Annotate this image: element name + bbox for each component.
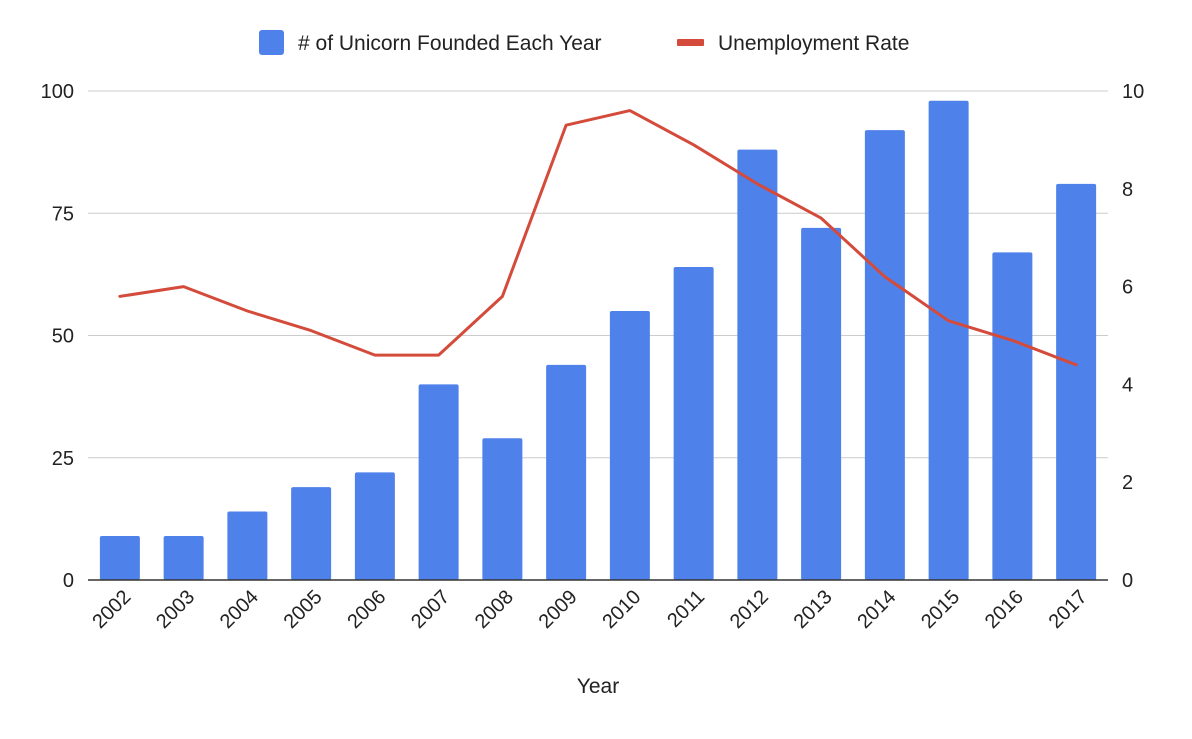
bar (992, 252, 1033, 580)
x-tick-label: 2002 (88, 586, 135, 633)
x-tick-label: 2015 (917, 586, 964, 633)
bar (99, 535, 140, 580)
bar (609, 311, 650, 580)
y-tick-label-right: 10 (1122, 81, 1144, 103)
x-tick-label: 2010 (598, 586, 645, 633)
line-series (118, 109, 1078, 367)
legend-label-line: Unemployment Rate (718, 32, 909, 55)
y-tick-label-right: 4 (1122, 374, 1133, 396)
y-tick-label-left: 100 (41, 81, 74, 103)
bar (737, 149, 778, 580)
y-tick-label-left: 75 (52, 203, 74, 225)
legend: # of Unicorn Founded Each Year Unemployme… (259, 30, 909, 55)
bar (673, 267, 714, 580)
bar (1056, 183, 1097, 580)
y-tick-label-left: 50 (52, 326, 74, 348)
x-axis-title: Year (577, 675, 619, 698)
bar (227, 511, 268, 580)
y-tick-label-left: 25 (52, 448, 74, 470)
x-tick-label: 2014 (853, 586, 900, 633)
bar (418, 384, 459, 580)
x-tick-label: 2017 (1045, 586, 1092, 633)
bar (864, 130, 905, 580)
x-tick-label: 2013 (790, 586, 837, 633)
y-tick-label-right: 6 (1122, 277, 1133, 299)
axes: 0 25 50 75 100 0 2 4 6 8 10 2002 2003 2004 2005 2006 200… (41, 81, 1145, 633)
x-tick-label: 2012 (726, 586, 773, 633)
legend-swatch-bar (259, 30, 284, 55)
x-tick-label: 2005 (280, 586, 327, 633)
bar (291, 487, 332, 580)
unemployment-line (118, 109, 1078, 367)
x-tick-label: 2016 (981, 586, 1028, 633)
x-tick-label: 2011 (663, 586, 709, 632)
bar-series (99, 100, 1097, 581)
bar (354, 472, 395, 580)
x-tick-label: 2009 (535, 586, 582, 633)
legend-label-bar: # of Unicorn Founded Each Year (298, 32, 602, 55)
y-tick-label-left: 0 (63, 570, 74, 592)
x-tick-label: 2006 (343, 586, 390, 633)
y-tick-label-right: 8 (1122, 179, 1133, 201)
y-tick-label-right: 2 (1122, 472, 1133, 494)
bar (928, 100, 969, 580)
x-tick-label: 2003 (152, 586, 199, 633)
bar (801, 227, 842, 581)
y-tick-label-right: 0 (1122, 570, 1133, 592)
bar (163, 535, 204, 580)
x-tick-label: 2004 (216, 586, 263, 633)
bar (546, 364, 587, 580)
x-tick-label: 2008 (471, 586, 518, 633)
bar (482, 438, 523, 580)
x-tick-label: 2007 (407, 586, 454, 633)
legend-swatch-line (677, 39, 704, 46)
